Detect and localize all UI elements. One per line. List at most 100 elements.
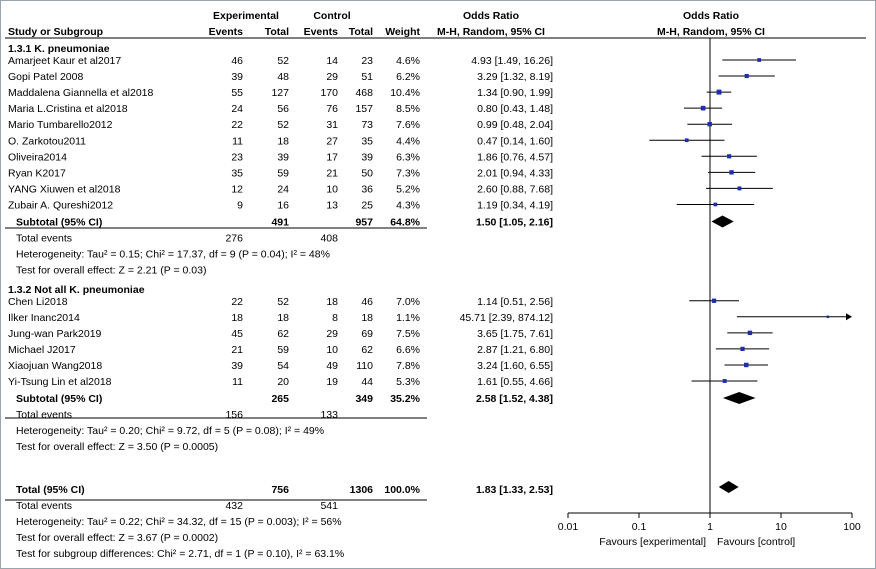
overall-total-label: Total (95% CI) <box>16 484 85 496</box>
study-name: Chen Li2018 <box>8 296 68 308</box>
study-odds-ratio-ci: 1.14 [0.51, 2.56] <box>477 296 553 308</box>
experimental-events: 22 <box>231 119 243 131</box>
subtotal-odds-ratio-ci: 1.50 [1.05, 2.16] <box>476 217 553 229</box>
study-effect-marker <box>729 170 734 175</box>
study-weight: 8.5% <box>396 103 420 115</box>
overall-effect-text: Test for overall effect: Z = 2.21 (P = 0… <box>16 265 206 277</box>
control-events: 13 <box>326 199 338 211</box>
x-axis-tick-label: 100 <box>843 521 861 533</box>
subtotal-label: Subtotal (95% CI) <box>16 217 102 229</box>
study-weight: 5.2% <box>396 183 420 195</box>
study-weight: 7.5% <box>396 328 420 340</box>
subtotal-odds-ratio-ci: 2.58 [1.52, 4.38] <box>476 393 553 405</box>
study-odds-ratio-ci: 3.65 [1.75, 7.61] <box>477 328 553 340</box>
study-effect-marker <box>826 315 830 319</box>
header-study: Study or Subgroup <box>8 26 103 38</box>
experimental-total: 20 <box>277 376 289 388</box>
experimental-events: 21 <box>231 344 243 356</box>
control-total: 157 <box>355 103 373 115</box>
control-events: 18 <box>326 296 338 308</box>
control-total: 468 <box>355 87 373 99</box>
experimental-total: 18 <box>277 135 289 147</box>
total-events-experimental: 276 <box>225 233 243 245</box>
experimental-events: 55 <box>231 87 243 99</box>
total-events-label: Total events <box>16 409 72 421</box>
heterogeneity-text: Heterogeneity: Tau² = 0.15; Chi² = 17.37… <box>16 249 330 261</box>
study-name: Gopi Patel 2008 <box>8 71 83 83</box>
favours-control-label: Favours [control] <box>717 536 795 548</box>
overall-weight: 100.0% <box>384 484 420 496</box>
study-odds-ratio-ci: 2.01 [0.94, 4.33] <box>477 167 553 179</box>
study-effect-marker <box>684 138 689 143</box>
control-total: 62 <box>361 344 373 356</box>
header-method-right: M-H, Random, 95% CI <box>657 26 765 38</box>
study-name: Ryan K2017 <box>8 167 66 179</box>
overall-experimental-total: 756 <box>271 484 289 496</box>
experimental-events: 11 <box>232 376 243 388</box>
study-weight: 7.3% <box>396 167 420 179</box>
study-odds-ratio-ci: 0.80 [0.43, 1.48] <box>477 103 553 115</box>
study-odds-ratio-ci: 3.24 [1.60, 6.55] <box>477 360 553 372</box>
study-weight: 4.4% <box>396 135 420 147</box>
overall-odds-ratio-ci: 1.83 [1.33, 2.53] <box>476 484 553 496</box>
subgroup-differences-text: Test for subgroup differences: Chi² = 2.… <box>16 548 344 560</box>
control-total: 18 <box>361 312 373 324</box>
control-total: 110 <box>356 360 373 372</box>
experimental-events: 9 <box>237 199 243 211</box>
study-weight: 6.3% <box>396 151 420 163</box>
experimental-total: 62 <box>277 328 289 340</box>
control-total: 39 <box>361 151 373 163</box>
header-odds-ratio-right: Odds Ratio <box>683 10 739 22</box>
x-axis-tick-label: 0.01 <box>558 521 579 533</box>
study-weight: 7.0% <box>396 296 420 308</box>
header-method-left: M-H, Random, 95% CI <box>437 26 545 38</box>
control-total: 51 <box>361 71 373 83</box>
x-axis-tick-label: 10 <box>775 521 787 533</box>
control-total: 23 <box>361 55 373 67</box>
study-odds-ratio-ci: 2.87 [1.21, 6.80] <box>477 344 553 356</box>
study-weight: 4.6% <box>396 55 420 67</box>
study-name: Mario Tumbarello2012 <box>8 119 113 131</box>
study-name: Ilker Inanc2014 <box>8 312 80 324</box>
subtotal-weight: 64.8% <box>390 217 420 229</box>
subtotal-diamond <box>722 392 756 405</box>
study-ci-arrow <box>846 313 852 321</box>
experimental-total: 59 <box>277 167 289 179</box>
study-odds-ratio-ci: 1.34 [0.90, 1.99] <box>477 87 553 99</box>
control-events: 10 <box>326 344 338 356</box>
control-total: 69 <box>361 328 373 340</box>
experimental-total: 48 <box>277 71 289 83</box>
study-weight: 4.3% <box>396 199 420 211</box>
heterogeneity-text: Heterogeneity: Tau² = 0.20; Chi² = 9.72,… <box>16 425 324 437</box>
study-effect-marker <box>747 330 753 336</box>
study-effect-marker <box>744 73 749 79</box>
experimental-total: 52 <box>277 296 289 308</box>
study-effect-marker <box>737 186 742 191</box>
study-odds-ratio-ci: 1.86 [0.76, 4.57] <box>477 151 553 163</box>
study-weight: 1.1% <box>396 312 420 324</box>
overall-total-events-control: 541 <box>320 500 338 512</box>
total-events-control: 133 <box>320 409 338 421</box>
study-odds-ratio-ci: 2.60 [0.88, 7.68] <box>477 183 553 195</box>
total-events-control: 408 <box>320 233 338 245</box>
control-total: 44 <box>361 376 373 388</box>
study-name: Zubair A. Qureshi2012 <box>8 199 113 211</box>
control-events: 76 <box>326 103 338 115</box>
experimental-events: 35 <box>231 167 243 179</box>
study-weight: 10.4% <box>390 87 420 99</box>
header-control-events: Events <box>304 26 339 38</box>
experimental-events: 23 <box>231 151 243 163</box>
study-effect-marker <box>716 89 722 95</box>
control-events: 29 <box>326 71 338 83</box>
total-events-experimental: 156 <box>225 409 243 421</box>
study-odds-ratio-ci: 45.71 [2.39, 874.12] <box>460 312 553 324</box>
experimental-events: 22 <box>231 296 243 308</box>
experimental-events: 39 <box>231 71 243 83</box>
study-weight: 6.6% <box>396 344 420 356</box>
header-control: Control <box>313 10 350 22</box>
subgroup-title: 1.3.1 K. pneumoniae <box>8 43 110 55</box>
control-total: 50 <box>361 167 373 179</box>
study-name: Xiaojuan Wang2018 <box>8 360 102 372</box>
experimental-events: 24 <box>231 103 243 115</box>
study-effect-marker <box>707 121 712 127</box>
